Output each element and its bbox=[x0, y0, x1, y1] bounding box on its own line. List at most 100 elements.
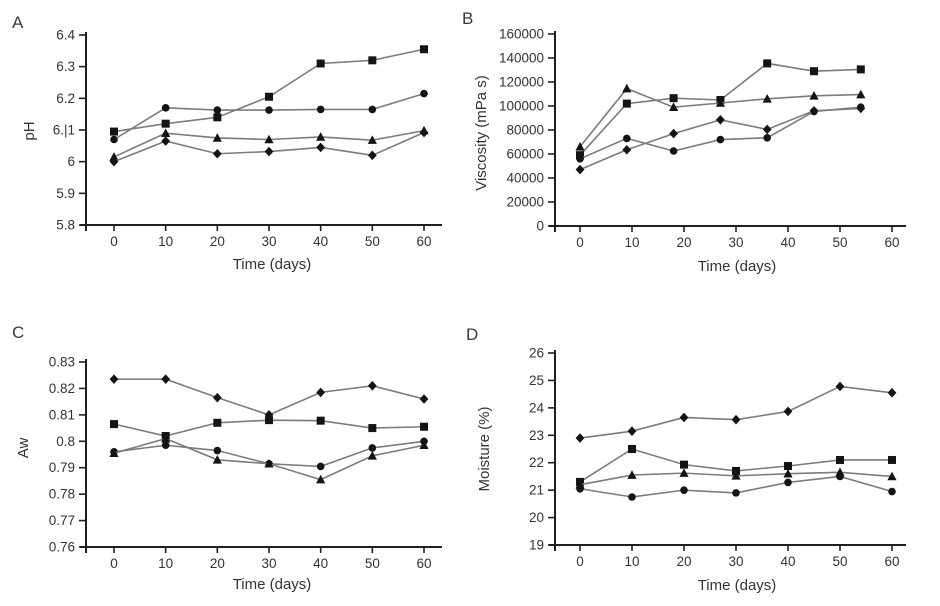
square-marker-icon bbox=[265, 416, 273, 425]
circle-marker-icon bbox=[368, 444, 377, 452]
triangle-marker-icon bbox=[264, 458, 274, 468]
circle-marker-icon bbox=[623, 134, 631, 143]
triangle-marker-icon bbox=[809, 91, 819, 100]
y-tick-label: 25 bbox=[529, 373, 544, 388]
circle-marker-icon bbox=[576, 155, 584, 163]
triangle-marker-icon bbox=[679, 468, 689, 477]
square-marker-icon bbox=[161, 119, 170, 128]
y-tick-label: 0.79 bbox=[49, 460, 75, 475]
triangle-marker-icon bbox=[367, 451, 377, 460]
triangle-marker-icon bbox=[783, 468, 793, 478]
diamond-marker-icon bbox=[575, 164, 585, 175]
diamond-marker-icon bbox=[783, 406, 793, 417]
square-marker-icon bbox=[784, 462, 792, 471]
y-tick-label: 100000 bbox=[499, 99, 544, 114]
diamond-marker-icon bbox=[419, 127, 429, 138]
triangle-marker-icon bbox=[161, 128, 171, 137]
series-line-square bbox=[113, 48, 425, 133]
diamond-marker-icon bbox=[669, 128, 678, 139]
circle-marker-icon bbox=[213, 446, 222, 455]
y-axis-label: Viscosity (mPa s) bbox=[473, 75, 490, 191]
y-tick-label: 40000 bbox=[506, 171, 544, 186]
y-axis-label: pH bbox=[21, 121, 38, 140]
diamond-marker-icon bbox=[419, 394, 429, 404]
circle-marker-icon bbox=[888, 487, 896, 496]
x-tick-label: 60 bbox=[884, 554, 899, 569]
series-line-diamond bbox=[114, 378, 425, 416]
triangle-marker-icon bbox=[316, 474, 326, 484]
triangle-marker-icon bbox=[622, 83, 632, 93]
triangle-marker-icon bbox=[212, 454, 222, 464]
y-tick-label: 6.3 bbox=[56, 59, 75, 74]
x-tick-label: 40 bbox=[313, 556, 328, 571]
x-tick-label: 0 bbox=[576, 554, 584, 569]
square-marker-icon bbox=[316, 416, 325, 425]
y-tick-label: 140000 bbox=[499, 51, 544, 66]
triangle-marker-icon bbox=[627, 470, 637, 479]
diamond-marker-icon bbox=[264, 146, 274, 157]
triangle-marker-icon bbox=[367, 135, 377, 144]
circle-marker-icon bbox=[420, 89, 428, 98]
y-tick-label: 0.81 bbox=[49, 407, 75, 422]
y-tick-label: 6.|1 bbox=[53, 123, 75, 138]
panel-a-chart: 5.8 5.9 6 6.|1 6.2 6.3 6.4 0 10 20 30 40 50 60 Time (d… bbox=[21, 28, 442, 273]
diamond-marker-icon bbox=[679, 412, 689, 423]
panel-b-letter: B bbox=[462, 9, 474, 28]
square-marker-icon bbox=[856, 65, 865, 74]
x-tick-label: 10 bbox=[158, 234, 173, 249]
diamond-marker-icon bbox=[316, 387, 326, 398]
square-marker-icon bbox=[680, 460, 688, 469]
x-tick-label: 50 bbox=[365, 234, 380, 249]
y-tick-label: 19 bbox=[529, 538, 544, 553]
x-tick-label: 20 bbox=[210, 556, 225, 571]
x-axis-label: Time (days) bbox=[698, 258, 777, 275]
y-tick-label: 0.8 bbox=[56, 434, 75, 449]
square-marker-icon bbox=[888, 455, 896, 464]
y-tick-label: 0.76 bbox=[49, 540, 75, 555]
diamond-marker-icon bbox=[367, 150, 377, 161]
panel-b-chart: 0 20000 40000 60000 80000 100000 120000 140000 1… bbox=[473, 27, 906, 275]
circle-marker-icon bbox=[680, 486, 688, 494]
y-tick-label: 26 bbox=[529, 346, 544, 361]
triangle-marker-icon bbox=[575, 142, 585, 151]
diamond-marker-icon bbox=[575, 433, 585, 443]
y-tick-label: 6 bbox=[67, 154, 75, 169]
circle-marker-icon bbox=[161, 441, 170, 450]
x-tick-label: 60 bbox=[416, 234, 431, 249]
diamond-marker-icon bbox=[212, 148, 222, 159]
square-marker-icon bbox=[836, 455, 844, 464]
x-tick-label: 10 bbox=[158, 556, 173, 571]
x-tick-label: 50 bbox=[365, 556, 380, 571]
circle-marker-icon bbox=[265, 106, 273, 114]
x-tick-label: 0 bbox=[110, 556, 118, 571]
circle-marker-icon bbox=[161, 104, 170, 112]
x-tick-label: 40 bbox=[780, 235, 795, 250]
y-tick-label: 6.4 bbox=[56, 28, 75, 43]
diamond-marker-icon bbox=[762, 124, 772, 135]
triangle-marker-icon bbox=[109, 448, 119, 457]
y-tick-label: 6.2 bbox=[56, 91, 75, 106]
square-marker-icon bbox=[110, 127, 118, 136]
circle-marker-icon bbox=[110, 135, 118, 144]
x-tick-label: 30 bbox=[728, 235, 743, 250]
triangle-marker-icon bbox=[669, 102, 679, 111]
square-marker-icon bbox=[628, 445, 636, 453]
square-marker-icon bbox=[420, 45, 428, 54]
x-tick-label: 20 bbox=[676, 554, 691, 569]
y-tick-label: 0.82 bbox=[49, 381, 75, 396]
x-tick-label: 30 bbox=[728, 554, 743, 569]
y-tick-label: 20 bbox=[529, 510, 544, 525]
diamond-marker-icon bbox=[109, 156, 119, 167]
square-marker-icon bbox=[420, 422, 428, 431]
diamond-marker-icon bbox=[161, 136, 171, 146]
circle-marker-icon bbox=[576, 484, 584, 493]
x-tick-label: 0 bbox=[576, 235, 584, 250]
panel-c-letter: C bbox=[12, 323, 25, 342]
y-tick-label: 5.8 bbox=[56, 218, 75, 233]
circle-marker-icon bbox=[763, 134, 771, 142]
triangle-marker-icon bbox=[731, 471, 741, 480]
square-marker-icon bbox=[316, 59, 325, 68]
diamond-marker-icon bbox=[212, 392, 222, 403]
diamond-marker-icon bbox=[887, 387, 897, 398]
